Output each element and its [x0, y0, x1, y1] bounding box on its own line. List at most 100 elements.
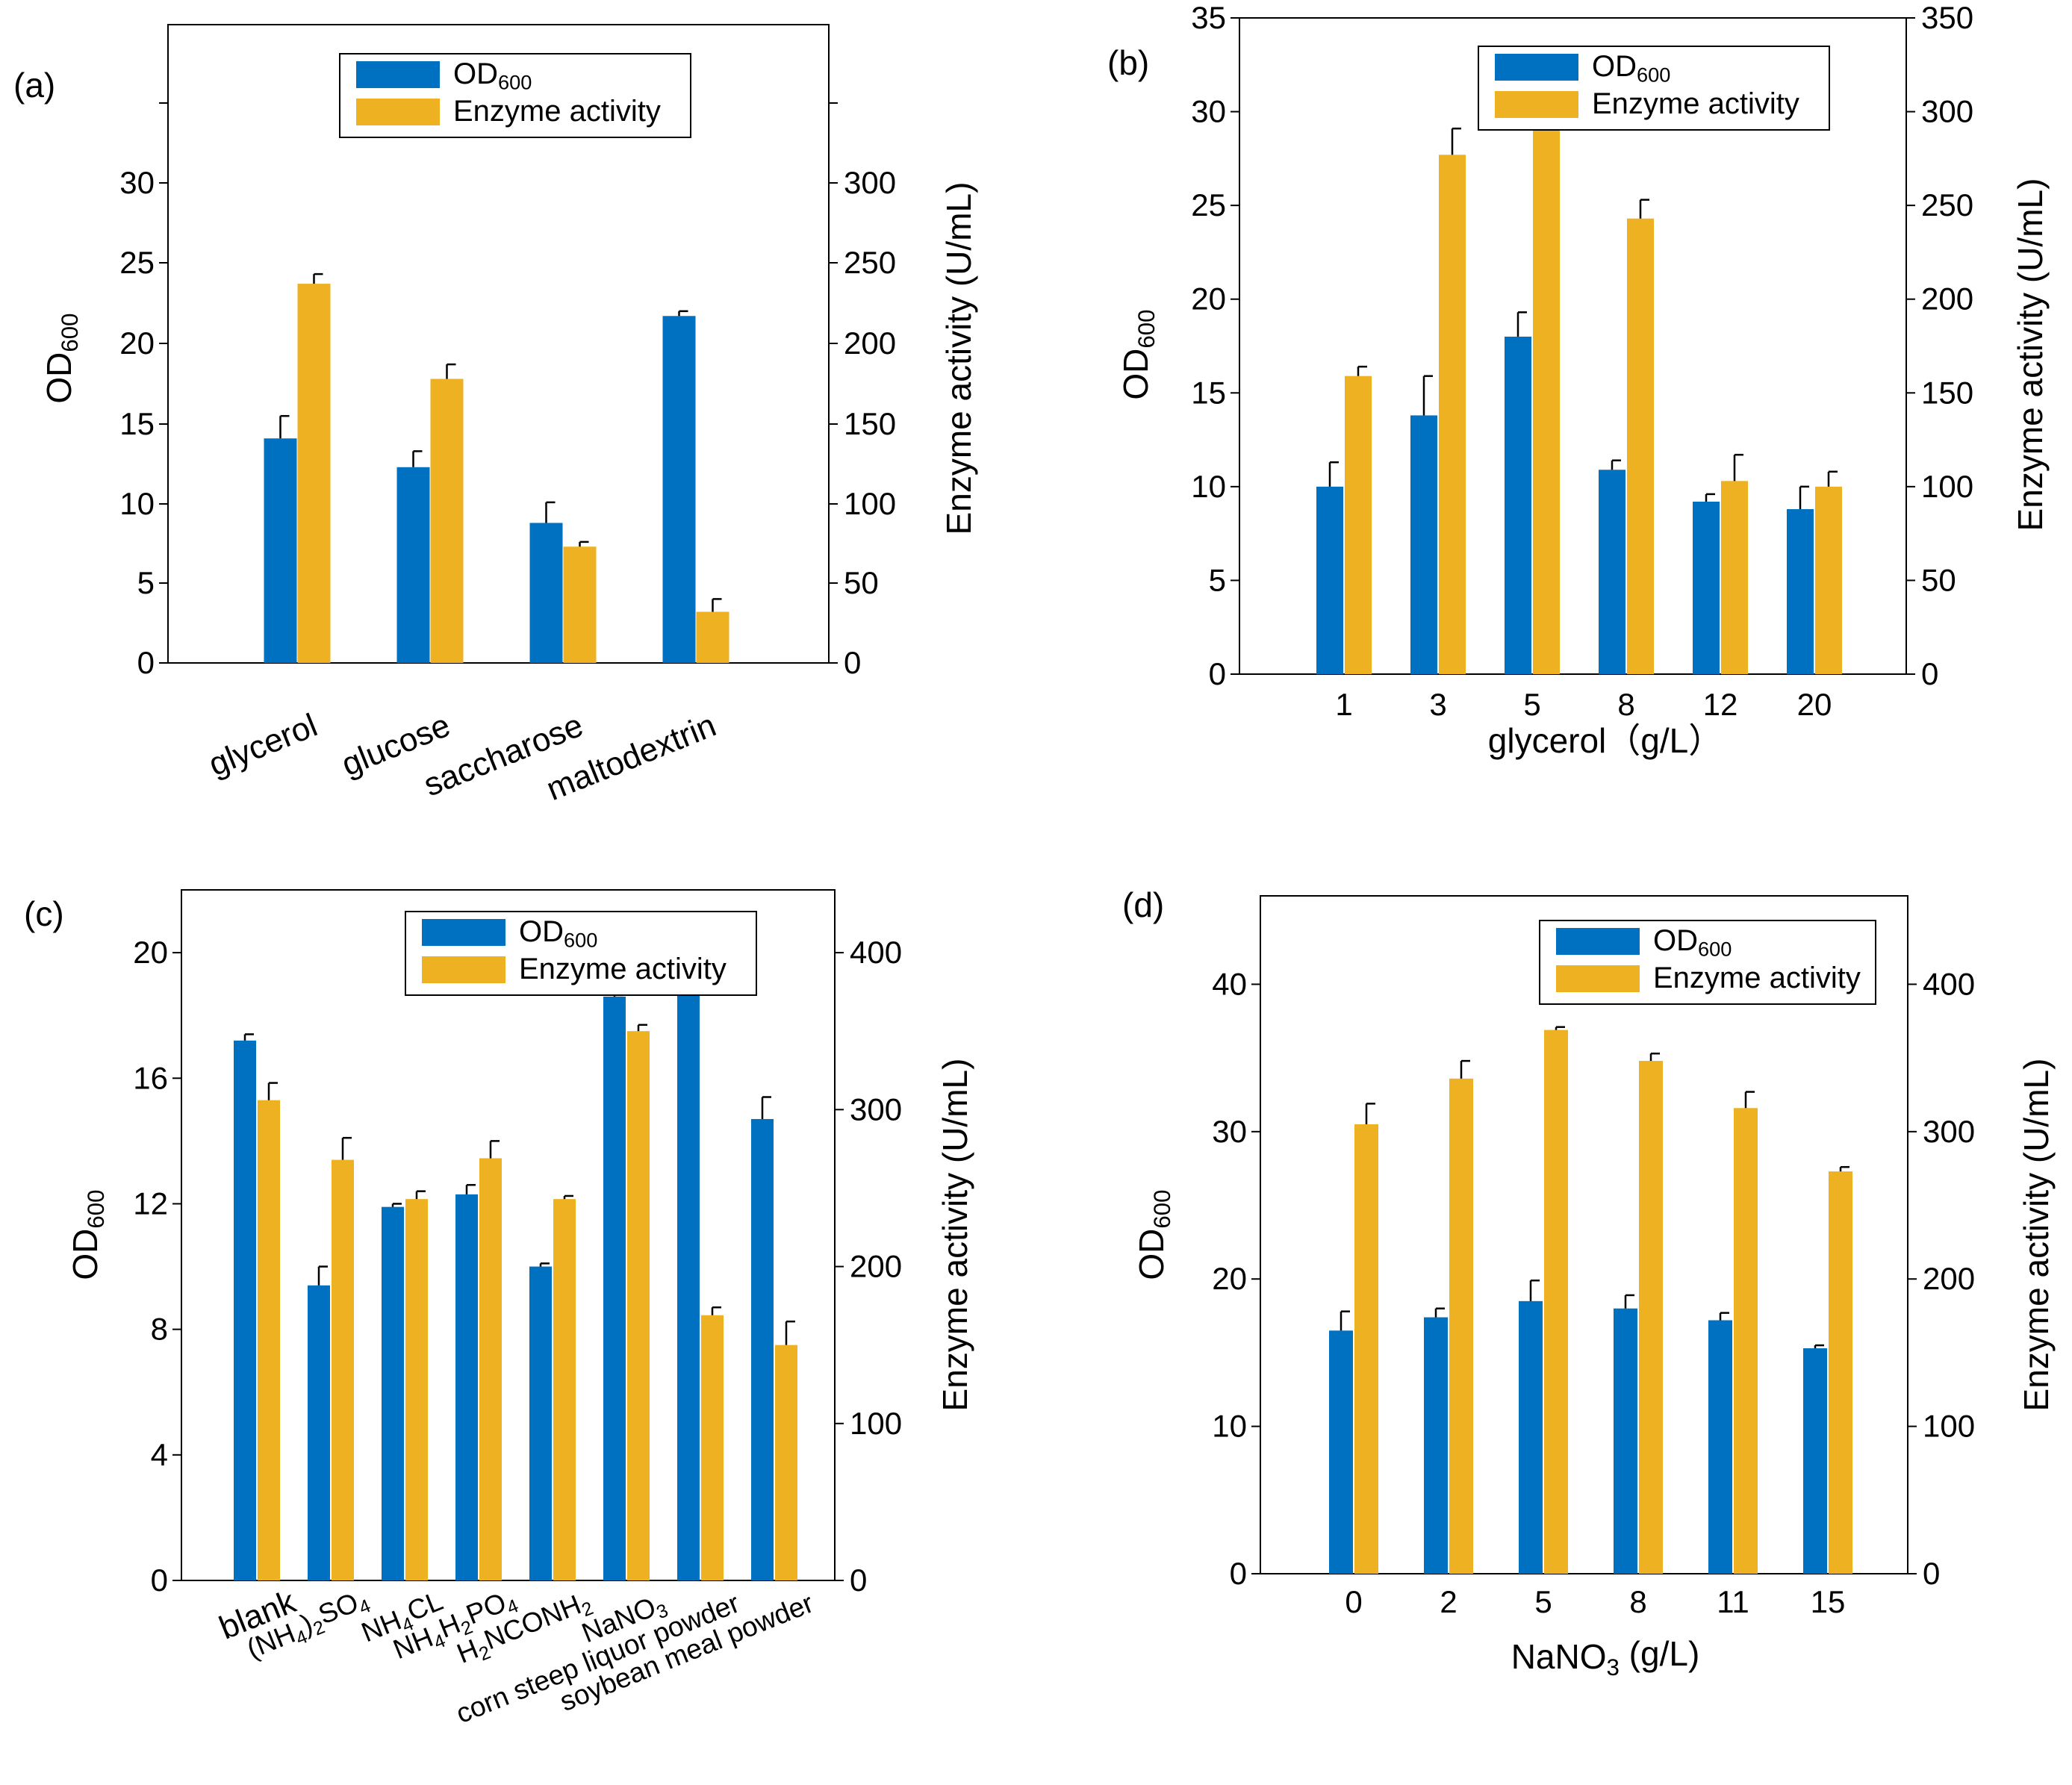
y-tick-label-left: 4	[151, 1437, 168, 1472]
bar-od600	[234, 1040, 256, 1580]
x-category-label: 11	[1717, 1584, 1749, 1619]
y-tick-label-right: 100	[1923, 1409, 1975, 1444]
y-tick-label-left: 10	[1212, 1409, 1247, 1444]
legend-swatch-enzyme	[422, 956, 505, 983]
y-tick-label-left: 25	[1191, 187, 1226, 222]
x-category-label: 2	[1440, 1584, 1457, 1619]
plot-frame	[181, 889, 836, 1581]
x-category-label: 15	[1811, 1584, 1846, 1619]
bar-enzyme-activity	[1439, 155, 1466, 674]
y-tick-label-right: 0	[850, 1563, 867, 1598]
y-tick-label-right: 200	[850, 1249, 902, 1284]
y-tick-label-left: 15	[1191, 375, 1226, 410]
bar-enzyme-activity	[563, 546, 597, 663]
bar-enzyme-activity	[479, 1158, 502, 1580]
bar-od600	[455, 1194, 478, 1580]
x-category-label: 5	[1523, 687, 1540, 722]
y-tick-label-right: 350	[1921, 0, 1973, 35]
bar-od600	[751, 1118, 774, 1580]
legend-swatch-enzyme	[1495, 91, 1578, 118]
y-tick-label-right: 0	[1923, 1556, 1940, 1591]
bar-enzyme-activity	[1544, 1029, 1568, 1574]
y-tick-label-right: 300	[1921, 94, 1973, 129]
legend-label: Enzyme activity	[519, 953, 727, 985]
bar-enzyme-activity	[332, 1159, 354, 1580]
x-category-label: 5	[1534, 1584, 1552, 1619]
bar-enzyme-activity	[1829, 1171, 1852, 1574]
bar-enzyme-activity	[1721, 481, 1748, 674]
y-axis-title-left: OD600	[1116, 309, 1160, 399]
y-tick-label-right: 400	[850, 935, 902, 970]
y-tick-label-right: 200	[844, 325, 896, 361]
y-tick-label-left: 30	[1212, 1114, 1247, 1149]
bar-od600	[1329, 1330, 1353, 1574]
bar-enzyme-activity	[1627, 218, 1654, 674]
y-tick-label-right: 0	[844, 645, 861, 680]
x-category-label: 20	[1797, 687, 1832, 722]
bar-od600	[1424, 1317, 1448, 1574]
bar-od600	[603, 996, 626, 1580]
chart-b: (b)05101520253035050100150200250300350OD…	[1107, 0, 2050, 760]
y-tick-label-right: 50	[844, 565, 879, 600]
bar-od600	[1614, 1308, 1637, 1574]
legend-label: Enzyme activity	[1653, 962, 1861, 994]
y-tick-label-right: 50	[1921, 562, 1956, 597]
bar-od600	[382, 1206, 404, 1580]
y-tick-label-left: 10	[119, 486, 155, 521]
bar-od600	[1505, 336, 1531, 674]
y-tick-label-left: 12	[133, 1186, 168, 1221]
bar-enzyme-activity	[1734, 1108, 1758, 1574]
legend-label: OD600	[1592, 50, 1670, 87]
y-tick-label-right: 300	[850, 1091, 902, 1127]
legend-swatch-od600	[1495, 54, 1578, 81]
y-axis-title-right: Enzyme activity (U/mL)	[936, 1059, 974, 1412]
bar-od600	[1519, 1300, 1543, 1574]
bar-enzyme-activity	[297, 284, 331, 663]
y-tick-label-left: 40	[1212, 966, 1247, 1001]
legend-label: OD600	[519, 915, 597, 952]
y-tick-label-left: 0	[137, 645, 155, 680]
y-tick-label-left: 20	[119, 325, 155, 361]
bar-od600	[677, 980, 700, 1580]
bar-od600	[1787, 508, 1814, 674]
legend-label: Enzyme activity	[453, 95, 661, 128]
bar-od600	[1803, 1348, 1827, 1574]
bar-od600	[308, 1285, 330, 1580]
x-category-label: glycerol	[204, 707, 323, 783]
plot-frame	[1260, 895, 1908, 1574]
bar-enzyme-activity	[430, 379, 464, 663]
panel-label: (b)	[1107, 43, 1149, 82]
y-tick-label-right: 300	[844, 165, 896, 200]
bar-od600	[264, 438, 297, 663]
y-tick-label-right: 100	[844, 486, 896, 521]
bar-enzyme-activity	[701, 1315, 724, 1580]
x-axis-title: NaNO3 (g/L)	[1511, 1634, 1700, 1680]
y-tick-label-left: 25	[119, 245, 155, 280]
legend-swatch-od600	[422, 919, 505, 946]
bar-enzyme-activity	[553, 1199, 576, 1580]
plot-frame	[1239, 17, 1907, 675]
y-axis-title-right: Enzyme activity (U/mL)	[2011, 178, 2050, 532]
y-axis-title-right: Enzyme activity (U/mL)	[939, 182, 978, 535]
y-tick-label-left: 30	[1191, 94, 1226, 129]
legend-swatch-enzyme	[356, 99, 440, 125]
bar-od600	[1316, 486, 1343, 674]
bar-enzyme-activity	[696, 611, 729, 663]
y-tick-label-left: 16	[133, 1060, 168, 1095]
bar-enzyme-activity	[258, 1100, 280, 1580]
panel-label: (d)	[1122, 885, 1164, 924]
bar-od600	[529, 1266, 552, 1580]
bar-enzyme-activity	[627, 1031, 650, 1580]
y-tick-label-left: 0	[1230, 1556, 1247, 1591]
y-tick-label-right: 250	[1921, 187, 1973, 222]
y-tick-label-left: 10	[1191, 469, 1226, 504]
x-category-label: 0	[1345, 1584, 1362, 1619]
bar-enzyme-activity	[1639, 1061, 1663, 1574]
x-category-label: 8	[1629, 1584, 1646, 1619]
y-tick-label-left: 35	[1191, 0, 1226, 35]
y-tick-label-right: 0	[1921, 656, 1938, 691]
bar-enzyme-activity	[775, 1345, 797, 1580]
